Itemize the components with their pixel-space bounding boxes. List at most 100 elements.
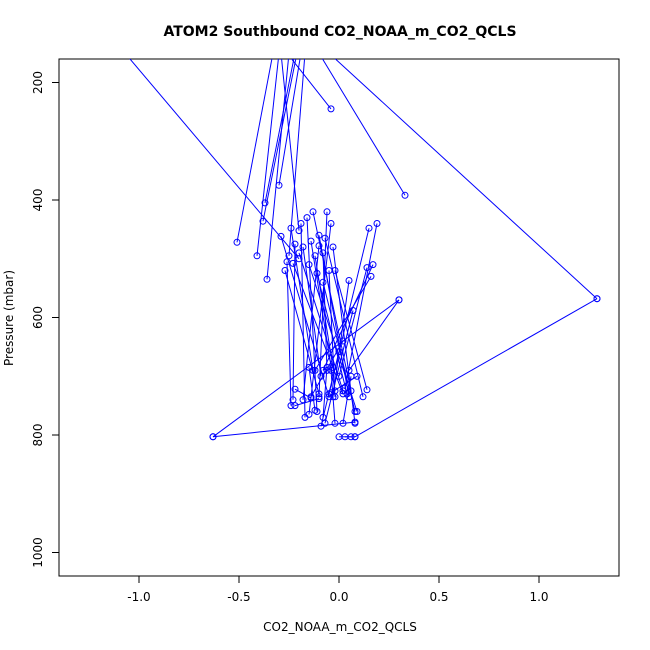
data-point	[309, 208, 317, 216]
data-point	[339, 390, 347, 398]
data-point	[335, 372, 343, 380]
data-point	[276, 50, 282, 56]
series-line	[324, 238, 364, 397]
series-group	[122, 50, 601, 441]
series-line	[292, 263, 344, 395]
data-point	[327, 220, 335, 227]
series-line	[324, 310, 354, 424]
data-point	[323, 363, 331, 371]
data-point	[295, 227, 303, 235]
series-line	[330, 370, 336, 424]
data-point	[395, 296, 403, 304]
data-point	[345, 366, 353, 374]
data-point	[301, 413, 309, 421]
data-point	[369, 261, 377, 269]
data-point	[315, 395, 323, 403]
data-point	[351, 433, 359, 441]
series-line	[264, 59, 295, 203]
data-point	[367, 272, 375, 280]
data-point	[297, 220, 305, 227]
chart-title: ATOM2 Southbound CO2_NOAA_m_CO2_QCLS	[163, 24, 516, 40]
series-line	[308, 367, 316, 411]
data-point	[259, 217, 267, 225]
x-axis: -1.0 -0.5 0.0 0.5 1.0	[127, 575, 549, 604]
x-axis-label: CO2_NOAA_m_CO2_QCLS	[263, 620, 417, 634]
series-line	[312, 211, 352, 392]
series-line	[334, 59, 598, 300]
data-point	[351, 408, 359, 415]
data-point	[307, 394, 315, 402]
data-point	[317, 422, 325, 430]
data-point	[287, 402, 295, 410]
data-point	[363, 386, 371, 394]
series-line	[291, 59, 332, 110]
data-point	[299, 243, 307, 251]
series-line	[286, 261, 292, 406]
data-point	[307, 237, 315, 245]
data-point	[305, 261, 313, 269]
series-line	[236, 59, 273, 243]
data-point	[319, 249, 327, 257]
data-point	[321, 234, 329, 242]
data-point	[233, 238, 241, 246]
data-point	[363, 264, 371, 272]
series-line	[281, 59, 300, 231]
data-point	[349, 307, 357, 314]
data-point	[292, 50, 298, 56]
data-point	[299, 396, 307, 404]
data-point	[311, 406, 319, 414]
data-point	[327, 105, 335, 113]
data-point	[281, 267, 289, 274]
data-point	[319, 413, 327, 421]
series-line	[321, 59, 406, 196]
data-point	[353, 408, 361, 415]
data-point	[286, 50, 292, 56]
data-point	[311, 366, 319, 374]
series-line	[266, 59, 289, 280]
series-line	[334, 270, 368, 390]
data-point	[339, 419, 347, 427]
data-point	[291, 402, 299, 410]
data-point	[351, 418, 359, 426]
data-point	[305, 363, 313, 371]
data-point	[283, 258, 291, 266]
data-point	[359, 393, 367, 401]
plot-frame	[58, 58, 620, 577]
data-point	[331, 393, 339, 401]
x-tick-label: -0.5	[227, 590, 250, 604]
data-point	[278, 50, 284, 56]
data-point	[373, 220, 381, 227]
data-point	[335, 348, 343, 356]
data-point	[345, 277, 353, 284]
series-line	[348, 299, 400, 371]
y-tick-label: 400	[31, 189, 45, 212]
x-tick-label: -1.0	[127, 590, 150, 604]
data-point	[345, 393, 353, 401]
plot-area	[122, 50, 601, 441]
series-line	[354, 298, 598, 438]
data-point	[294, 50, 300, 56]
data-point	[284, 50, 290, 56]
y-axis: 200 400 600 800 1000	[31, 71, 59, 568]
y-tick-label: 800	[31, 424, 45, 447]
data-point	[353, 372, 361, 380]
data-point	[319, 278, 327, 286]
series-line	[212, 421, 356, 438]
series-line	[302, 245, 320, 400]
data-point	[329, 393, 337, 401]
data-point	[311, 252, 319, 260]
series-line	[322, 367, 328, 418]
series-line	[320, 351, 340, 427]
data-point	[327, 389, 335, 397]
data-point	[291, 385, 299, 393]
series-line	[262, 59, 297, 222]
series-line	[300, 223, 306, 418]
data-point	[275, 181, 283, 189]
data-point	[253, 252, 261, 260]
data-point	[313, 269, 321, 277]
data-point	[329, 243, 337, 251]
series-line	[292, 244, 296, 400]
data-point	[339, 387, 347, 395]
data-point	[122, 50, 128, 56]
series-line	[318, 235, 350, 397]
